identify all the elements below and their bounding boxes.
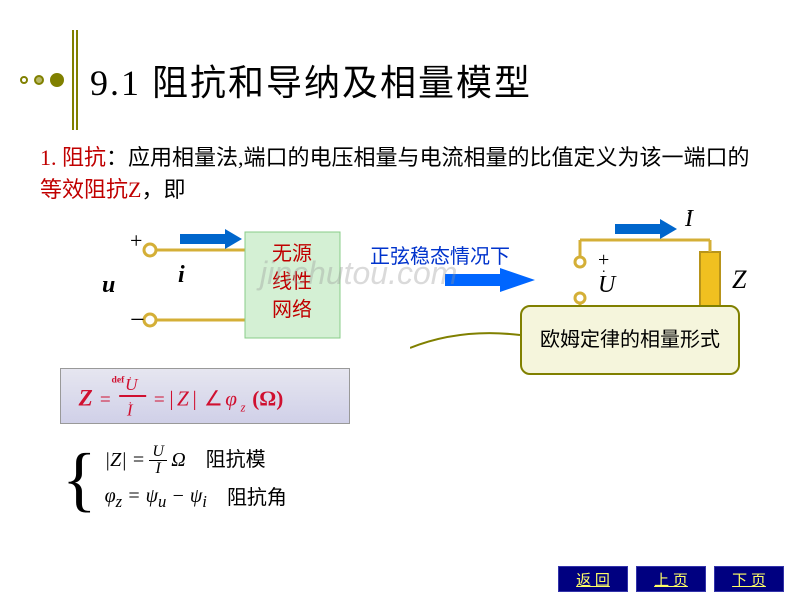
definition-text: 1. 阻抗：应用相量法,端口的电压相量与电流相量的比值定义为该一端口的等效阻抗Z… [40, 142, 760, 206]
brace-icon: { [62, 447, 97, 512]
i-label: i [178, 262, 185, 288]
svg-text:φ: φ [225, 387, 237, 411]
svg-text:(Ω): (Ω) [252, 387, 283, 411]
svg-text:|: | [192, 387, 196, 411]
def-number: 1. [40, 145, 57, 170]
page-title: 9.1 阻抗和导纳及相量模型 [90, 54, 532, 106]
svg-text:=: = [154, 390, 165, 411]
nav-next-button[interactable]: 下 页 [714, 566, 784, 592]
left-minus: − [130, 305, 145, 334]
def-body3: ，即 [141, 177, 185, 202]
z-label: Z [732, 265, 747, 294]
svg-text:.: . [687, 210, 691, 218]
svg-text:Z: Z [177, 387, 189, 411]
def-colon: ： [106, 145, 128, 170]
left-plus: + [130, 228, 142, 253]
title-dots [20, 73, 64, 87]
nav-buttons: 返 回 上 页 下 页 [558, 566, 784, 592]
nav-prev-button[interactable]: 上 页 [636, 566, 706, 592]
title-vertical-bar [72, 30, 78, 130]
box-line-3: 网络 [272, 298, 312, 321]
box-line-1: 无源 [272, 242, 312, 265]
def-body2: 等效阻抗Z [40, 177, 141, 202]
u-label: u [102, 272, 115, 298]
brace-line-1: |Z| = U I Ω 阻抗模 [105, 442, 287, 478]
dot-3 [50, 73, 64, 87]
def-term: 阻抗 [62, 145, 106, 170]
svg-text:U: U [125, 375, 139, 394]
svg-text:.: . [129, 369, 132, 382]
svg-text:∠: ∠ [204, 387, 223, 411]
dot-1 [20, 76, 28, 84]
svg-text:def: def [111, 375, 125, 386]
svg-text:Z: Z [78, 386, 93, 412]
svg-text:.: . [602, 261, 606, 276]
formula-box: Z = def U . I . = | Z | ∠ φ z (Ω) [60, 368, 350, 424]
brace-line-2: φz = ψu − ψi 阻抗角 [105, 478, 287, 517]
arrow-icon [445, 268, 535, 292]
def-body1: 应用相量法,端口的电压相量与电流相量的比值定义为该一端口的 [128, 145, 750, 170]
svg-text:=: = [100, 390, 111, 411]
box-line-2: 线性 [272, 270, 312, 293]
svg-text:U: U [598, 272, 617, 298]
svg-text:|: | [169, 387, 173, 411]
callout-pointer [410, 320, 530, 360]
ohms-law-callout: 欧姆定律的相量形式 [520, 305, 740, 375]
callout-text: 欧姆定律的相量形式 [540, 327, 720, 353]
svg-text:.: . [129, 394, 132, 407]
svg-text:z: z [240, 400, 246, 414]
left-circuit: 无源 线性 网络 + − u i [60, 220, 360, 350]
brace-block: { |Z| = U I Ω 阻抗模 φz = ψu − ψi 阻抗角 [62, 442, 287, 517]
title-row: 9.1 阻抗和导纳及相量模型 [0, 30, 800, 130]
nav-back-button[interactable]: 返 回 [558, 566, 628, 592]
transition-text: 正弦稳态情况下 [370, 240, 510, 269]
dot-2 [34, 75, 44, 85]
